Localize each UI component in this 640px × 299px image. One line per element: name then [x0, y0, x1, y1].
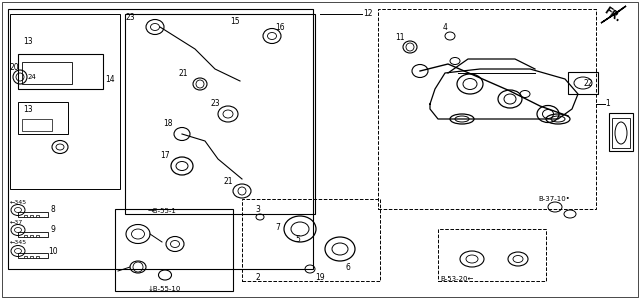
- Bar: [36, 235, 39, 237]
- Bar: [612, 118, 630, 148]
- Bar: [30, 235, 33, 237]
- Text: 2: 2: [255, 272, 260, 281]
- Text: 7: 7: [276, 222, 280, 231]
- Bar: [115, 209, 233, 291]
- Bar: [22, 62, 72, 84]
- Text: 21: 21: [179, 69, 188, 79]
- Bar: [36, 215, 39, 217]
- Text: 22: 22: [583, 80, 593, 89]
- Text: ←37: ←37: [10, 219, 23, 225]
- Text: 17: 17: [160, 152, 170, 161]
- Text: 5: 5: [296, 234, 300, 243]
- Text: 23: 23: [210, 100, 220, 109]
- Text: 13: 13: [23, 36, 33, 45]
- Text: 3: 3: [255, 205, 260, 213]
- Text: 20: 20: [9, 62, 19, 71]
- Bar: [24, 256, 27, 258]
- Bar: [125, 14, 315, 214]
- Text: 19: 19: [315, 272, 325, 281]
- Bar: [18, 253, 48, 258]
- Bar: [10, 14, 120, 189]
- Text: ←345: ←345: [10, 240, 27, 245]
- Bar: [378, 9, 596, 209]
- Bar: [609, 113, 633, 151]
- Bar: [242, 199, 380, 281]
- Text: FR.: FR.: [602, 6, 622, 24]
- Text: 6: 6: [346, 263, 351, 271]
- Text: 8: 8: [51, 205, 56, 214]
- Text: 9: 9: [51, 225, 56, 234]
- Text: B-37-10•: B-37-10•: [538, 196, 570, 202]
- Bar: [24, 215, 27, 217]
- Polygon shape: [601, 6, 626, 23]
- Text: 11: 11: [396, 33, 404, 42]
- Text: 16: 16: [275, 22, 285, 31]
- Bar: [30, 215, 33, 217]
- Bar: [18, 102, 68, 134]
- Text: 21: 21: [223, 176, 233, 185]
- Bar: [22, 119, 52, 131]
- Bar: [30, 256, 33, 258]
- Bar: [18, 232, 48, 237]
- Bar: [24, 235, 27, 237]
- Text: →B-55-1: →B-55-1: [148, 208, 177, 214]
- Text: 13: 13: [23, 104, 33, 114]
- Bar: [18, 212, 48, 217]
- Bar: [438, 229, 546, 281]
- Text: 18: 18: [163, 120, 173, 129]
- Text: 23: 23: [125, 13, 135, 22]
- Text: 12: 12: [364, 10, 372, 19]
- Bar: [568, 72, 598, 94]
- Text: ←345: ←345: [10, 199, 27, 205]
- Bar: [36, 256, 39, 258]
- Text: 24: 24: [28, 74, 36, 80]
- Text: ↓B-55-10: ↓B-55-10: [148, 286, 181, 292]
- Text: B-53-20←: B-53-20←: [440, 276, 474, 282]
- Bar: [18, 54, 103, 89]
- Bar: [8, 9, 313, 269]
- Text: 10: 10: [48, 246, 58, 256]
- Text: 4: 4: [443, 22, 447, 31]
- Text: 14: 14: [105, 74, 115, 83]
- Text: 15: 15: [230, 16, 240, 25]
- Text: 1: 1: [605, 100, 611, 109]
